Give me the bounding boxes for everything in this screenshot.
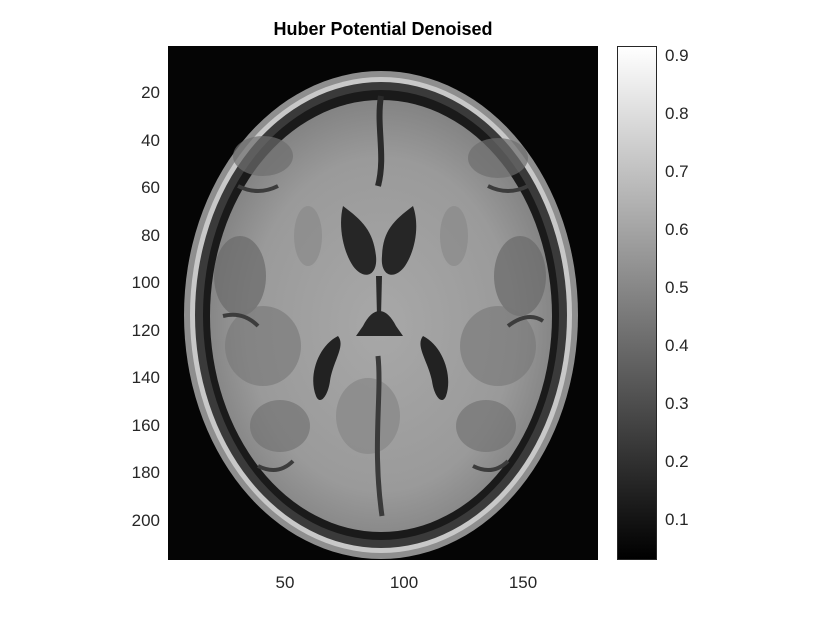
x-tick-label: 150 (508, 573, 538, 592)
y-tick-label: 60 (141, 178, 160, 197)
figure-title: Huber Potential Denoised (273, 19, 493, 39)
mri-image-axes (168, 46, 598, 560)
y-tick-label: 40 (141, 131, 160, 150)
colorbar-tick-label: 0.9 (665, 46, 689, 65)
x-tick-label: 50 (275, 573, 295, 592)
x-tick-label: 100 (389, 573, 419, 592)
y-tick-label: 200 (131, 511, 160, 530)
y-tick-label: 80 (141, 226, 160, 245)
colorbar-tick-label: 0.2 (665, 452, 689, 471)
colorbar-tick-label: 0.6 (665, 220, 689, 239)
colorbar-tick-label: 0.8 (665, 104, 689, 123)
y-tick-label: 140 (131, 368, 160, 387)
colorbar-tick-label: 0.5 (665, 278, 689, 297)
y-tick-label: 180 (131, 463, 160, 482)
y-tick-label: 20 (141, 83, 160, 102)
y-tick-label: 120 (131, 321, 160, 340)
y-tick-label: 100 (131, 273, 160, 292)
brain-mri-image (168, 46, 598, 560)
colorbar (617, 46, 657, 560)
y-tick-label: 160 (131, 416, 160, 435)
colorbar-tick-label: 0.1 (665, 510, 689, 529)
colorbar-tick-label: 0.4 (665, 336, 689, 355)
colorbar-tick-label: 0.7 (665, 162, 689, 181)
colorbar-tick-label: 0.3 (665, 394, 689, 413)
